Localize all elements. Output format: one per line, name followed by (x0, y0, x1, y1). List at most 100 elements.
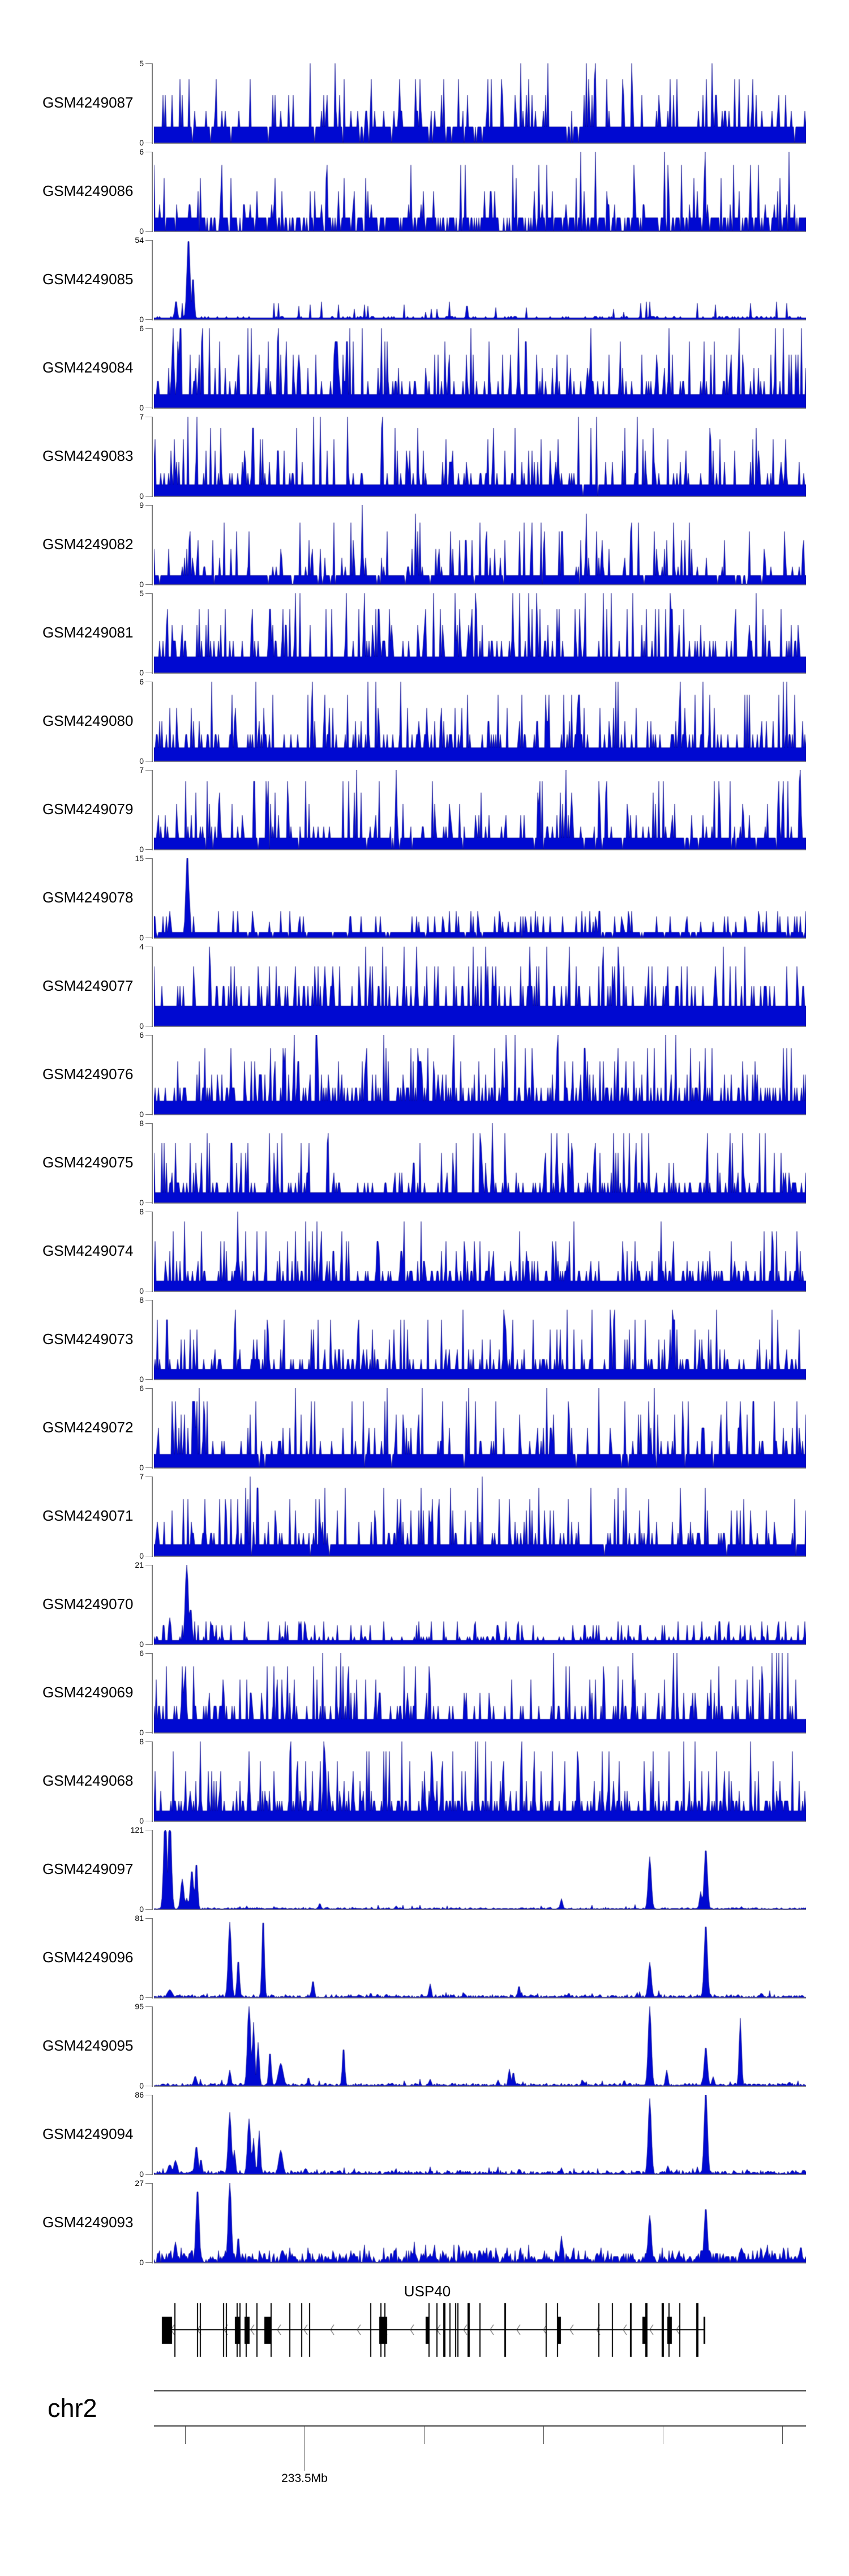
track-yaxis-top-tick (145, 63, 152, 64)
track-label: GSM4249095 (42, 2037, 134, 2054)
track-baseline (154, 1114, 806, 1115)
track-yaxis-line (152, 2183, 153, 2263)
track-separator-line (154, 2390, 806, 2391)
track-baseline (154, 1732, 806, 1734)
track-yzero-value: 0 (139, 226, 144, 236)
track-yaxis-top-tick (145, 505, 152, 506)
track-yaxis-bottom-tick (145, 231, 152, 232)
track-baseline (154, 584, 806, 585)
track-yaxis-line (152, 1653, 153, 1734)
track-yzero-value: 0 (139, 1816, 144, 1825)
track-label: GSM4249085 (42, 271, 134, 288)
track-ymax-value: 8 (139, 1737, 144, 1746)
track-yaxis-top-tick (145, 2183, 152, 2184)
track-baseline (154, 1997, 806, 1999)
signal-plot (154, 1918, 806, 1998)
track-baseline (154, 1467, 806, 1469)
track-baseline (154, 408, 806, 409)
track-baseline (154, 761, 806, 762)
track-baseline (154, 1821, 806, 1822)
signal-plot (154, 1388, 806, 1468)
track-yaxis-bottom-tick (145, 1997, 152, 1998)
track-yzero-value: 0 (139, 580, 144, 589)
track-label: GSM4249087 (42, 94, 134, 111)
track-yaxis-line (152, 858, 153, 939)
coverage-tracks-panel: GSM4249087 5 0 GSM4249086 6 0 GSM4249085 54 0 GSM… (42, 59, 806, 2267)
track-yzero-value: 0 (139, 933, 144, 942)
track-yzero-value: 0 (139, 2081, 144, 2090)
track-ymax-value: 8 (139, 1119, 144, 1128)
signal-plot (154, 947, 806, 1026)
track-yaxis-top-tick (145, 593, 152, 594)
track-yaxis-line (152, 1565, 153, 1645)
track-ymax-value: 8 (139, 1295, 144, 1304)
track-ymax-value: 5 (139, 589, 144, 598)
track-yaxis-line (152, 2095, 153, 2175)
track-yaxis-bottom-tick (145, 1644, 152, 1645)
track-yaxis-line (152, 947, 153, 1027)
track-yaxis-line (152, 1741, 153, 1822)
track-yaxis-bottom-tick (145, 1909, 152, 1910)
signal-plot (154, 240, 806, 320)
track-yzero-value: 0 (139, 403, 144, 412)
track-ymax-value: 6 (139, 147, 144, 156)
track-label: GSM4249093 (42, 2214, 134, 2231)
track-yzero-value: 0 (139, 491, 144, 500)
track-yzero-value: 0 (139, 1375, 144, 1384)
track-yaxis-top-tick (145, 858, 152, 859)
track-baseline (154, 1644, 806, 1645)
signal-plot (154, 1741, 806, 1821)
signal-plot (154, 1830, 806, 1910)
track-ymax-value: 7 (139, 765, 144, 774)
track-ymax-value: 6 (139, 1649, 144, 1658)
signal-plot (154, 1300, 806, 1380)
track-yzero-value: 0 (139, 1993, 144, 2002)
track-yzero-value: 0 (139, 756, 144, 765)
track-yaxis-line (152, 1830, 153, 1910)
track-label: GSM4249094 (42, 2125, 134, 2142)
track-label: GSM4249074 (42, 1242, 134, 1259)
track-yaxis-line (152, 505, 153, 585)
track-yaxis-bottom-tick (145, 1379, 152, 1380)
track-label: GSM4249075 (42, 1154, 134, 1171)
track-yaxis-bottom-tick (145, 1114, 152, 1115)
genome-axis-line (154, 2425, 806, 2427)
track-yaxis-top-tick (145, 240, 152, 241)
track-label: GSM4249069 (42, 1684, 134, 1701)
track-label: GSM4249086 (42, 182, 134, 199)
track-yaxis-line (152, 1300, 153, 1380)
track-yaxis-bottom-tick (145, 2262, 152, 2263)
track-label: GSM4249076 (42, 1066, 134, 1082)
track-yaxis-bottom-tick (145, 849, 152, 850)
signal-plot (154, 2095, 806, 2175)
track-yzero-value: 0 (139, 1463, 144, 1472)
signal-plot (154, 2006, 806, 2086)
track-label: GSM4249070 (42, 1595, 134, 1612)
track-ymax-value: 27 (135, 2179, 144, 2188)
track-baseline (154, 1556, 806, 1557)
track-yaxis-line (152, 1035, 153, 1115)
track-yzero-value: 0 (139, 138, 144, 147)
track-ymax-value: 8 (139, 1207, 144, 1216)
track-ymax-value: 121 (130, 1825, 144, 1834)
track-yaxis-top-tick (145, 770, 152, 771)
track-baseline (154, 1203, 806, 1204)
track-yzero-value: 0 (139, 315, 144, 324)
track-label: GSM4249072 (42, 1419, 134, 1436)
track-yzero-value: 0 (139, 1286, 144, 1295)
track-label: GSM4249083 (42, 447, 134, 464)
track-yzero-value: 0 (139, 1640, 144, 1649)
track-label: GSM4249081 (42, 624, 134, 641)
track-yaxis-top-tick (145, 1388, 152, 1389)
track-yzero-value: 0 (139, 1198, 144, 1207)
track-baseline (154, 1909, 806, 1910)
track-ymax-value: 5 (139, 59, 144, 68)
track-label: GSM4249079 (42, 801, 134, 818)
track-label: GSM4249073 (42, 1330, 134, 1347)
track-yaxis-bottom-tick (145, 2174, 152, 2175)
track-label: GSM4249084 (42, 359, 134, 376)
signal-plot (154, 63, 806, 143)
track-yaxis-bottom-tick (145, 319, 152, 320)
track-yaxis-line (152, 593, 153, 674)
track-yaxis-top-tick (145, 1741, 152, 1742)
